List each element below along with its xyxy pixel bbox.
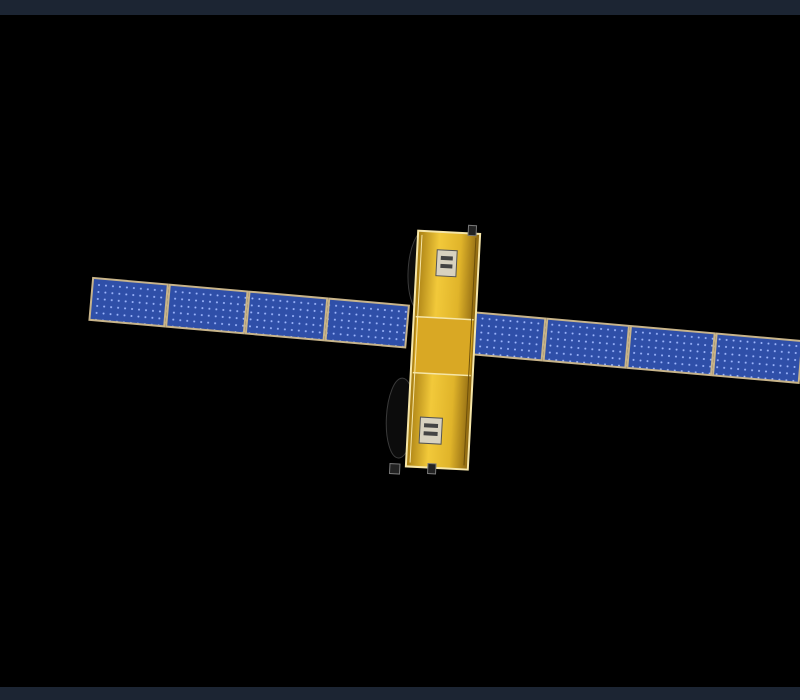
solar-panel-right-2 <box>542 317 631 369</box>
bottom-fitting-left <box>388 463 401 475</box>
bus-mid-section <box>412 316 475 377</box>
satellite-bus <box>385 224 482 475</box>
solar-panel-right-3 <box>626 324 716 377</box>
bottom-frame-bar <box>0 687 800 700</box>
solar-panel-left-4 <box>324 297 410 349</box>
top-frame-bar <box>0 0 800 15</box>
solar-panel-left-2 <box>165 283 249 335</box>
upper-equipment-box <box>435 249 458 278</box>
lower-equipment-box <box>418 416 443 445</box>
solar-panel-left-3 <box>244 290 329 342</box>
solar-panel-left-1 <box>88 276 169 328</box>
right-solar-array <box>458 310 800 384</box>
top-fitting <box>467 224 478 237</box>
left-solar-array <box>88 276 410 349</box>
bottom-fitting-right <box>426 463 437 475</box>
solar-panel-right-4 <box>711 332 800 384</box>
